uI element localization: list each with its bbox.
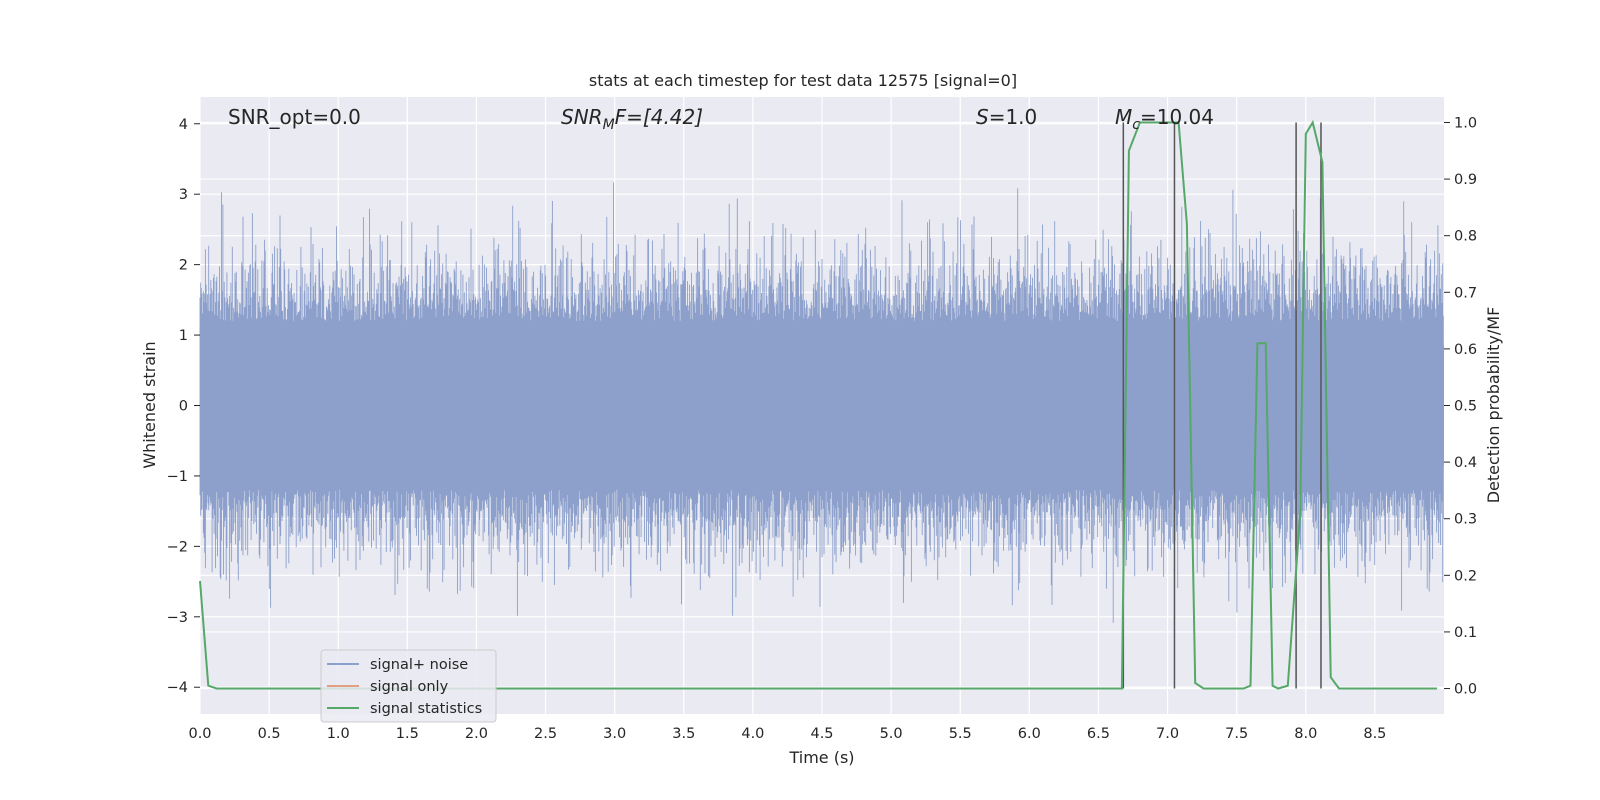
y-left-tick-label: −4	[167, 680, 188, 696]
y-right-tick-label: 0.7	[1454, 285, 1477, 301]
y-right-tick-label: 1.0	[1454, 115, 1477, 131]
signal-statistics-line	[199, 119, 1438, 690]
y-axis-left-ticks: 4 3 2 1 0 −1 −2 −3 −4	[167, 117, 200, 696]
y-right-tick-label: 0.2	[1454, 568, 1477, 584]
x-tick-label: 0.0	[188, 726, 211, 742]
mc-annotation: Mc=10.04	[1115, 105, 1214, 133]
x-tick-label: 6.5	[1087, 726, 1110, 742]
noise-trace	[199, 182, 1444, 623]
y-right-tick-label: 0.0	[1454, 682, 1477, 698]
s-annotation: S=1.0	[976, 105, 1037, 129]
y-left-tick-label: 3	[179, 187, 188, 203]
x-tick-label: 4.5	[810, 726, 833, 742]
snr-mf-annotation: SNRMF=[4.42]	[561, 105, 703, 133]
y-axis-right-ticks: 1.0 0.9 0.8 0.7 0.6 0.5 0.4 0.3 0.2 0.1 0.0	[1444, 115, 1477, 698]
y-left-tick-label: −1	[167, 469, 188, 485]
x-tick-label: 3.0	[603, 726, 626, 742]
y-left-tick-label: 4	[179, 117, 188, 133]
y-right-tick-label: 0.6	[1454, 342, 1477, 358]
x-tick-label: 7.0	[1156, 726, 1179, 742]
legend-label-signal-only: signal only	[370, 679, 449, 695]
signal-noise-series	[199, 182, 1444, 623]
y-axis-left-label: Whitened strain	[140, 341, 159, 468]
y-right-tick-label: 0.9	[1454, 172, 1477, 188]
x-tick-label: 7.5	[1225, 726, 1248, 742]
snr-opt-annotation: SNR_opt=0.0	[228, 105, 361, 129]
y-right-tick-label: 0.3	[1454, 512, 1477, 528]
x-tick-label: 3.5	[672, 726, 695, 742]
x-tick-label: 5.0	[880, 726, 903, 742]
y-left-tick-label: −2	[167, 539, 188, 555]
x-tick-label: 1.0	[327, 726, 350, 742]
legend-label-signal-noise: signal+ noise	[370, 657, 468, 673]
y-axis-right-label: Detection probability/MF	[1484, 307, 1503, 504]
x-tick-label: 0.5	[258, 726, 281, 742]
x-tick-label: 2.0	[465, 726, 488, 742]
x-tick-label: 2.5	[534, 726, 557, 742]
y-right-tick-label: 0.4	[1454, 455, 1477, 471]
x-tick-label: 8.0	[1294, 726, 1317, 742]
x-tick-label: 5.5	[949, 726, 972, 742]
x-axis-ticks: 0.0 0.5 1.0 1.5 2.0 2.5 3.0 3.5 4.0 4.5 5.0 5.5 6.0 6…	[188, 726, 1386, 742]
y-left-tick-label: 1	[179, 328, 188, 344]
x-tick-label: 6.0	[1018, 726, 1041, 742]
y-left-tick-label: 0	[179, 399, 188, 415]
y-right-tick-label: 0.5	[1454, 399, 1477, 415]
legend: signal+ noise signal only signal statist…	[320, 649, 497, 723]
y-left-tick-label: 2	[179, 258, 188, 274]
x-tick-label: 1.5	[396, 726, 419, 742]
x-tick-label: 8.5	[1363, 726, 1386, 742]
y-right-tick-label: 0.8	[1454, 229, 1477, 245]
x-tick-label: 4.0	[741, 726, 764, 742]
y-left-tick-label: −3	[167, 610, 188, 626]
legend-label-signal-statistics: signal statistics	[370, 701, 482, 717]
legend-box	[320, 649, 497, 723]
y-right-tick-label: 0.1	[1454, 625, 1477, 641]
chart-title: stats at each timestep for test data 125…	[589, 71, 1017, 90]
x-axis-label: Time (s)	[788, 748, 854, 767]
